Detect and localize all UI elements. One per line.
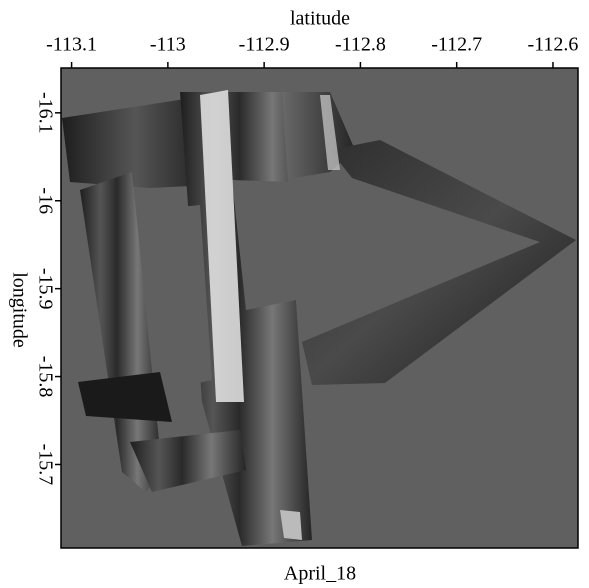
x-tick-label: -112.6 <box>528 34 579 56</box>
x-tick-label: -113 <box>150 34 186 56</box>
y-tick-label: -15.7 <box>34 444 56 486</box>
chart-title: April_18 <box>284 563 356 585</box>
x-tick-label: -112.7 <box>431 34 482 56</box>
y-tick-label: -16.1 <box>34 92 56 134</box>
y-axis-label: longitude <box>8 272 30 348</box>
x-tick-label: -112.9 <box>239 34 290 56</box>
chart: latitude longitude April_18 -113.1 -113 -1… <box>0 0 589 588</box>
x-tick-label: -112.8 <box>335 34 386 56</box>
y-tick-label: -15.8 <box>34 356 56 398</box>
x-axis-label: latitude <box>290 8 350 30</box>
y-tick-label: -15.9 <box>34 268 56 310</box>
page: latitude longitude April_18 -113.1 -113 -1… <box>0 0 589 588</box>
y-tick-label: -16 <box>34 187 56 214</box>
x-tick-label: -113.1 <box>46 34 97 56</box>
